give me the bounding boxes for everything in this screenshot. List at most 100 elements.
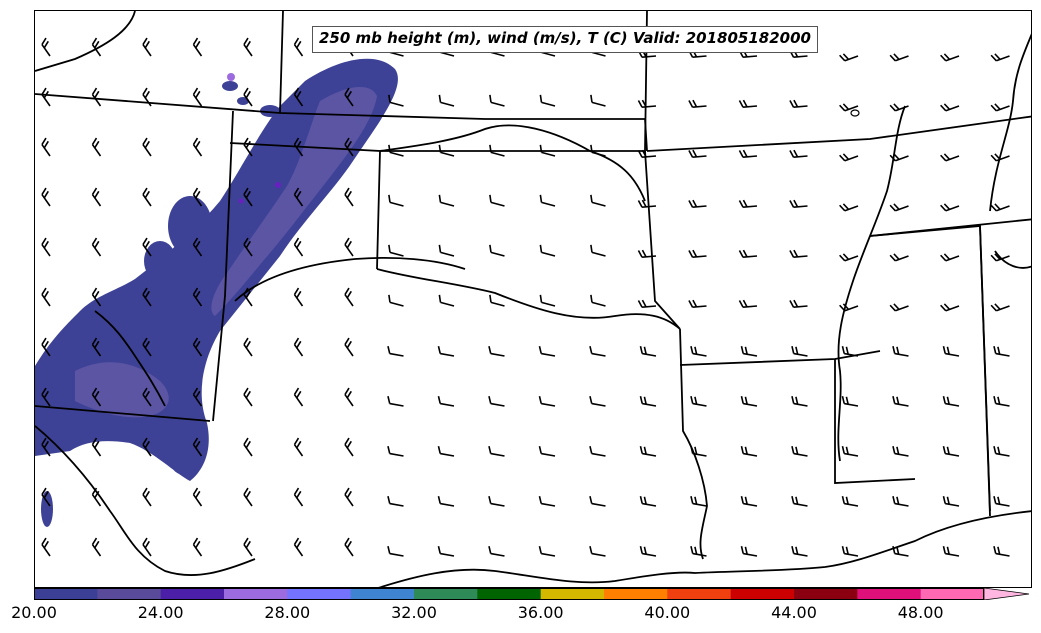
- wind-barb: [589, 545, 606, 557]
- wind-barb: [841, 345, 859, 357]
- wind-barb: [590, 144, 606, 157]
- colorbar-segment: [160, 588, 225, 600]
- wind-barb: [387, 445, 404, 457]
- wind-barb: [91, 87, 102, 107]
- wind-barb: [142, 337, 152, 357]
- colorbar-tick-label: 36.00: [517, 603, 564, 622]
- map-title: 250 mb height (m), wind (m/s), T (C) Val…: [312, 26, 818, 53]
- wind-barb: [940, 303, 960, 312]
- wind-barb: [940, 53, 960, 62]
- wind-barb: [91, 237, 102, 257]
- colorbar-segment: [477, 588, 542, 600]
- wind-barb: [688, 299, 707, 309]
- wind-barb: [388, 144, 404, 157]
- wind-barb: [940, 253, 960, 262]
- wind-barb: [940, 153, 960, 162]
- wind-barb: [91, 437, 102, 457]
- wind-barb: [41, 187, 51, 207]
- wind-barb: [388, 194, 404, 207]
- wind-barb: [539, 194, 556, 207]
- colorbar-segment: [224, 588, 288, 600]
- colorbar-outline: [34, 588, 984, 600]
- wind-barb: [942, 345, 960, 357]
- colorbar-tick-label: 48.00: [897, 603, 944, 622]
- border-tx-panhandle: [376, 268, 681, 330]
- wind-barb: [990, 253, 1010, 262]
- wind-barb: [639, 545, 657, 557]
- wind-barb: [942, 545, 960, 557]
- wind-barb: [293, 337, 304, 357]
- border-tx-la: [679, 328, 708, 560]
- wind-barb: [789, 199, 808, 209]
- wind-barb: [892, 345, 909, 357]
- wind-barb: [990, 53, 1010, 62]
- wind-barb: [142, 87, 152, 107]
- wind-barb: [740, 545, 758, 557]
- wind-barb: [293, 237, 304, 257]
- wind-barb: [142, 537, 152, 557]
- wind-barb: [791, 345, 808, 357]
- wind-barb: [344, 137, 354, 157]
- wind-barb: [789, 249, 808, 259]
- wind-barb: [293, 37, 304, 57]
- wind-barb: [639, 345, 657, 357]
- border-ut-co-north: [35, 93, 645, 120]
- wind-barb: [438, 94, 455, 107]
- wind-barb: [192, 387, 203, 407]
- wind-barb: [789, 299, 808, 309]
- wind-barb: [889, 203, 909, 212]
- wind-barb: [142, 387, 152, 407]
- wind-barb: [489, 94, 505, 107]
- wind-barb: [41, 37, 51, 57]
- border-ok-ar: [644, 150, 681, 330]
- wind-barb: [791, 395, 808, 407]
- wind-barb: [142, 187, 152, 207]
- wind-barb: [142, 137, 152, 157]
- wind-barb: [91, 337, 102, 357]
- wind-barb: [738, 99, 758, 109]
- border-co-nm: [212, 110, 234, 422]
- wind-barb: [789, 149, 808, 159]
- wind-barb: [993, 345, 1010, 357]
- border-la-ms: [834, 359, 916, 484]
- wind-barb: [690, 445, 707, 457]
- wind-barb: [488, 495, 505, 507]
- wind-barb: [243, 387, 253, 407]
- colorbar-segment: [794, 588, 858, 600]
- wind-barb: [388, 244, 404, 257]
- wind-barb: [539, 244, 556, 257]
- wind-barb: [293, 87, 304, 107]
- border-tx-nm-west: [234, 257, 466, 302]
- colorbar-tick-label: 40.00: [644, 603, 691, 622]
- wind-barb: [192, 187, 203, 207]
- border-east-tn: [989, 33, 1031, 212]
- temperature-patch: [168, 196, 212, 256]
- wind-barb: [344, 237, 354, 257]
- wind-barb: [243, 337, 253, 357]
- wind-barb: [688, 99, 707, 109]
- wind-barb: [993, 495, 1010, 507]
- wind-barb: [91, 387, 102, 407]
- wind-barb: [839, 253, 859, 262]
- wind-barb: [839, 153, 859, 162]
- border-ar-la: [679, 350, 881, 366]
- colorbar-segment: [730, 588, 795, 600]
- wind-barb: [688, 149, 707, 159]
- border-ms-tn: [869, 218, 1031, 237]
- wind-barb: [91, 537, 102, 557]
- wind-barb: [438, 244, 455, 257]
- wind-barb: [637, 299, 657, 309]
- wind-barb: [344, 487, 354, 507]
- wind-barb: [344, 537, 354, 557]
- wind-barb: [489, 144, 505, 157]
- wind-barb: [192, 337, 203, 357]
- wind-barb: [192, 237, 203, 257]
- temperature-cell-warm: [238, 198, 244, 204]
- wind-barb: [41, 287, 51, 307]
- wind-barb: [192, 37, 203, 57]
- wind-barb: [489, 194, 505, 207]
- wind-barb: [243, 437, 253, 457]
- border-north-mo: [644, 118, 648, 152]
- wind-barb: [293, 387, 304, 407]
- wind-barb: [589, 345, 606, 357]
